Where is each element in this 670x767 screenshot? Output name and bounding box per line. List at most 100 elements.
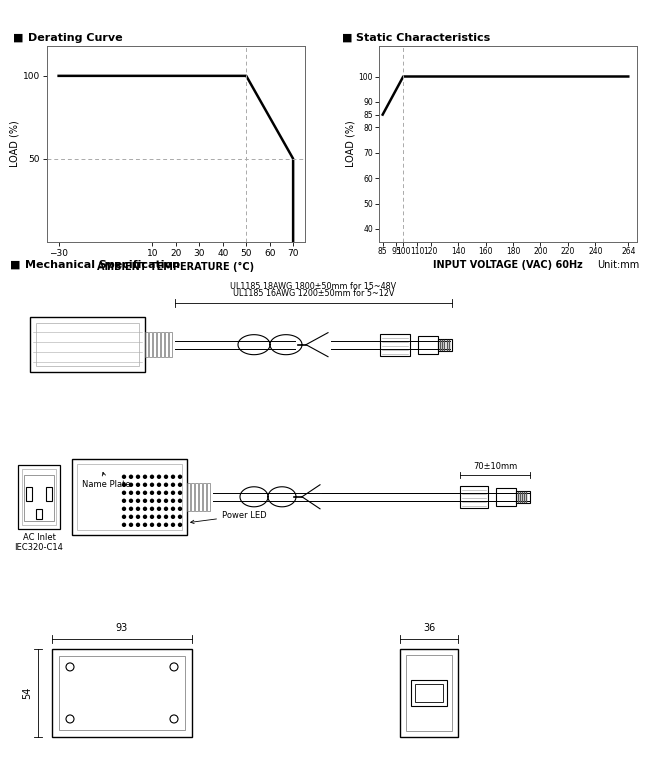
Bar <box>400 649 458 737</box>
Bar <box>406 655 452 731</box>
Circle shape <box>136 482 140 487</box>
Circle shape <box>150 475 154 479</box>
Text: ■: ■ <box>342 33 352 43</box>
Bar <box>161 331 164 357</box>
Circle shape <box>157 522 161 527</box>
Bar <box>77 464 182 530</box>
Circle shape <box>157 499 161 503</box>
Circle shape <box>178 475 182 479</box>
Circle shape <box>122 491 126 495</box>
Circle shape <box>171 522 175 527</box>
Circle shape <box>157 482 161 487</box>
Text: 54: 54 <box>22 686 32 700</box>
Circle shape <box>171 482 175 487</box>
Circle shape <box>150 491 154 495</box>
Bar <box>438 339 452 351</box>
Circle shape <box>157 475 161 479</box>
Bar <box>195 482 198 511</box>
Bar <box>145 331 148 357</box>
Bar <box>22 469 56 525</box>
Bar <box>207 482 210 511</box>
Text: Power LED: Power LED <box>191 511 267 524</box>
Circle shape <box>163 482 168 487</box>
Circle shape <box>129 482 133 487</box>
Bar <box>36 323 139 366</box>
Circle shape <box>136 506 140 511</box>
Circle shape <box>122 515 126 519</box>
Circle shape <box>178 506 182 511</box>
Circle shape <box>157 506 161 511</box>
Text: UL1185 18AWG 1800±50mm for 15~48V: UL1185 18AWG 1800±50mm for 15~48V <box>230 281 397 291</box>
Circle shape <box>171 506 175 511</box>
Text: Derating Curve: Derating Curve <box>28 33 123 43</box>
Circle shape <box>122 475 126 479</box>
Bar <box>153 331 156 357</box>
Text: Static Characteristics: Static Characteristics <box>356 33 490 43</box>
Circle shape <box>157 491 161 495</box>
Bar <box>52 649 192 737</box>
Bar <box>199 482 202 511</box>
Circle shape <box>136 475 140 479</box>
Text: ■: ■ <box>13 33 24 43</box>
Bar <box>149 331 152 357</box>
Circle shape <box>143 482 147 487</box>
Bar <box>59 656 185 730</box>
Circle shape <box>171 515 175 519</box>
Circle shape <box>171 499 175 503</box>
Circle shape <box>136 491 140 495</box>
Circle shape <box>143 506 147 511</box>
Circle shape <box>150 499 154 503</box>
Circle shape <box>122 522 126 527</box>
Text: 36: 36 <box>423 623 435 633</box>
Circle shape <box>163 491 168 495</box>
Circle shape <box>163 506 168 511</box>
Bar <box>496 488 516 505</box>
Bar <box>72 459 187 535</box>
Circle shape <box>163 499 168 503</box>
Circle shape <box>122 506 126 511</box>
Circle shape <box>150 482 154 487</box>
Circle shape <box>129 522 133 527</box>
Circle shape <box>178 499 182 503</box>
Bar <box>380 334 410 356</box>
Bar <box>36 509 42 518</box>
X-axis label: AMBIENT TEMPERATURE (°C): AMBIENT TEMPERATURE (°C) <box>97 262 255 272</box>
Text: Unit:mm: Unit:mm <box>598 260 640 270</box>
Bar <box>418 336 438 354</box>
Bar <box>18 465 60 528</box>
Bar <box>411 680 447 706</box>
Circle shape <box>171 491 175 495</box>
Circle shape <box>122 499 126 503</box>
Text: UL1185 16AWG 1200±50mm for 5~12V: UL1185 16AWG 1200±50mm for 5~12V <box>232 288 394 298</box>
Bar <box>30 317 145 372</box>
Circle shape <box>136 522 140 527</box>
Bar <box>157 331 160 357</box>
Bar <box>415 684 443 702</box>
Bar <box>187 482 190 511</box>
Circle shape <box>150 522 154 527</box>
Circle shape <box>129 506 133 511</box>
Circle shape <box>136 499 140 503</box>
Text: AC Inlet
IEC320-C14: AC Inlet IEC320-C14 <box>15 533 64 552</box>
Text: Name Plate: Name Plate <box>82 472 131 489</box>
Circle shape <box>136 515 140 519</box>
Bar <box>516 491 530 503</box>
Circle shape <box>143 515 147 519</box>
Circle shape <box>150 515 154 519</box>
Text: 93: 93 <box>116 623 128 633</box>
Bar <box>460 486 488 508</box>
Circle shape <box>157 515 161 519</box>
Bar <box>203 482 206 511</box>
Circle shape <box>143 475 147 479</box>
Circle shape <box>163 522 168 527</box>
Text: ■: ■ <box>10 260 21 270</box>
Bar <box>24 475 54 521</box>
Circle shape <box>129 515 133 519</box>
Bar <box>165 331 168 357</box>
Text: Mechanical Specification: Mechanical Specification <box>25 260 180 270</box>
Circle shape <box>163 515 168 519</box>
Text: 70±10mm: 70±10mm <box>473 462 517 471</box>
Bar <box>169 331 172 357</box>
Circle shape <box>150 506 154 511</box>
Circle shape <box>178 482 182 487</box>
